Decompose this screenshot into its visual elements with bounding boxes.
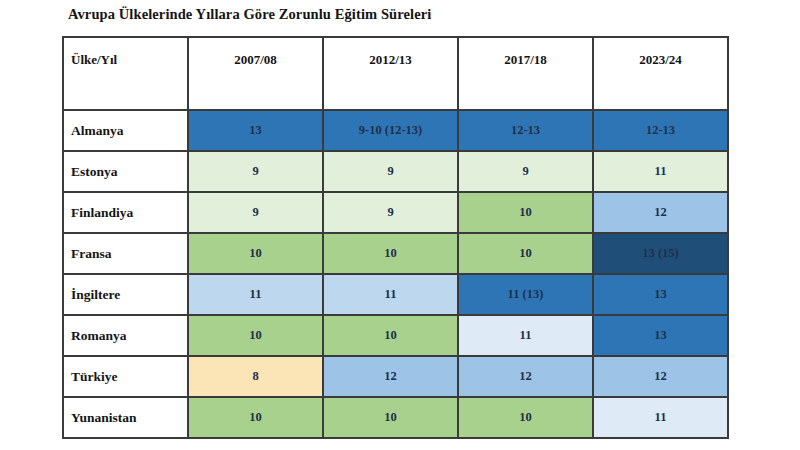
document-page: Avrupa Ülkelerinde Yıllara Göre Zorunlu … (0, 0, 800, 450)
header-row: Ülke/Yıl 2007/08 2012/13 2017/18 2023/24 (63, 37, 728, 110)
cell-estonya-2017-18: 9 (458, 151, 593, 192)
cell-fransa-2007-08: 10 (188, 233, 323, 274)
cell-finlandiya-2023-24: 12 (593, 192, 728, 233)
cell-romanya-2012-13: 10 (323, 315, 458, 356)
cell-romanya-2017-18: 11 (458, 315, 593, 356)
table-row-estonya: Estonya 9 9 9 11 (63, 151, 728, 192)
table-row-turkiye: Türkiye 8 12 12 12 (63, 356, 728, 397)
row-label-finlandiya: Finlandiya (63, 192, 188, 233)
table-row-yunanistan: Yunanistan 10 10 10 11 (63, 397, 728, 438)
header-2007-08: 2007/08 (188, 37, 323, 110)
cell-turkiye-2023-24: 12 (593, 356, 728, 397)
table-row-fransa: Fransa 10 10 10 13 (15) (63, 233, 728, 274)
header-2023-24: 2023/24 (593, 37, 728, 110)
cell-yunanistan-2023-24: 11 (593, 397, 728, 438)
row-label-ingiltere: İngiltere (63, 274, 188, 315)
cell-ingiltere-2023-24: 13 (593, 274, 728, 315)
cell-almanya-2017-18: 12-13 (458, 110, 593, 151)
cell-estonya-2023-24: 11 (593, 151, 728, 192)
cell-fransa-2017-18: 10 (458, 233, 593, 274)
cell-estonya-2007-08: 9 (188, 151, 323, 192)
cell-yunanistan-2012-13: 10 (323, 397, 458, 438)
table-row-finlandiya: Finlandiya 9 9 10 12 (63, 192, 728, 233)
cell-ingiltere-2012-13: 11 (323, 274, 458, 315)
cell-finlandiya-2007-08: 9 (188, 192, 323, 233)
cell-almanya-2012-13: 9-10 (12-13) (323, 110, 458, 151)
cell-estonya-2012-13: 9 (323, 151, 458, 192)
row-label-fransa: Fransa (63, 233, 188, 274)
cell-almanya-2007-08: 13 (188, 110, 323, 151)
cell-yunanistan-2017-18: 10 (458, 397, 593, 438)
cell-turkiye-2012-13: 12 (323, 356, 458, 397)
cell-ingiltere-2007-08: 11 (188, 274, 323, 315)
row-label-turkiye: Türkiye (63, 356, 188, 397)
table-row-almanya: Almanya 13 9-10 (12-13) 12-13 12-13 (63, 110, 728, 151)
row-label-estonya: Estonya (63, 151, 188, 192)
table-title: Avrupa Ülkelerinde Yıllara Göre Zorunlu … (68, 6, 431, 23)
table-row-romanya: Romanya 10 10 11 13 (63, 315, 728, 356)
cell-romanya-2023-24: 13 (593, 315, 728, 356)
cell-fransa-2023-24: 13 (15) (593, 233, 728, 274)
table-row-ingiltere: İngiltere 11 11 11 (13) 13 (63, 274, 728, 315)
header-2017-18: 2017/18 (458, 37, 593, 110)
cell-almanya-2023-24: 12-13 (593, 110, 728, 151)
cell-finlandiya-2017-18: 10 (458, 192, 593, 233)
education-duration-table: Ülke/Yıl 2007/08 2012/13 2017/18 2023/24… (62, 36, 729, 439)
cell-romanya-2007-08: 10 (188, 315, 323, 356)
cell-finlandiya-2012-13: 9 (323, 192, 458, 233)
cell-ingiltere-2017-18: 11 (13) (458, 274, 593, 315)
row-label-almanya: Almanya (63, 110, 188, 151)
cell-turkiye-2017-18: 12 (458, 356, 593, 397)
cell-fransa-2012-13: 10 (323, 233, 458, 274)
header-2012-13: 2012/13 (323, 37, 458, 110)
header-country-year: Ülke/Yıl (63, 37, 188, 110)
row-label-romanya: Romanya (63, 315, 188, 356)
cell-turkiye-2007-08: 8 (188, 356, 323, 397)
cell-yunanistan-2007-08: 10 (188, 397, 323, 438)
row-label-yunanistan: Yunanistan (63, 397, 188, 438)
